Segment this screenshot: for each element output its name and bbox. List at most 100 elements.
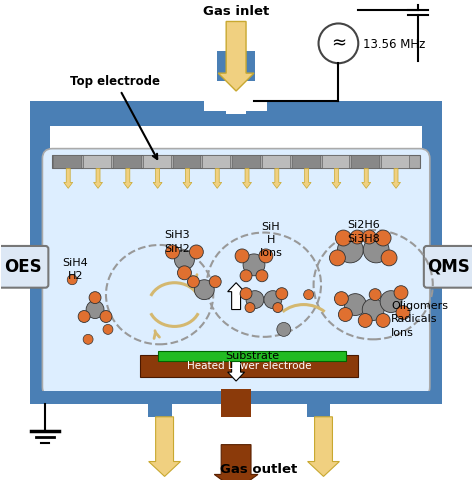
Bar [148,402,160,417]
Text: Gas outlet: Gas outlet [220,463,298,476]
Bar [292,155,319,169]
Circle shape [369,289,381,301]
Circle shape [362,230,376,244]
FancyArrow shape [153,169,162,188]
Circle shape [394,286,408,300]
Circle shape [187,276,200,288]
Circle shape [363,237,389,263]
Bar [30,111,50,404]
Bar [173,155,201,169]
Bar [50,126,422,389]
Circle shape [246,291,264,308]
Bar [319,402,330,417]
Bar [217,51,226,81]
Bar [267,101,442,114]
Circle shape [358,313,372,327]
Text: SiH4
H2: SiH4 H2 [62,258,88,281]
Circle shape [86,301,104,319]
Text: Si2H6
Si3H8: Si2H6 Si3H8 [347,220,380,244]
FancyArrow shape [302,169,311,188]
Text: QMS: QMS [427,258,470,276]
Circle shape [276,288,288,300]
Bar [381,155,409,169]
Bar [202,155,230,169]
Circle shape [240,270,252,281]
Bar [140,355,358,377]
Circle shape [362,299,384,321]
Text: Oligomers
Radicals
Ions: Oligomers Radicals Ions [391,301,448,338]
Circle shape [329,250,346,266]
FancyBboxPatch shape [42,148,430,397]
Circle shape [165,245,180,259]
Text: Substrate: Substrate [225,351,279,361]
Circle shape [245,303,255,312]
Circle shape [89,292,101,304]
Circle shape [235,249,249,263]
Bar [226,101,246,114]
Bar [30,111,442,126]
Text: SiH
H
Ions: SiH H Ions [259,222,283,258]
FancyArrow shape [243,169,252,188]
Circle shape [338,308,352,321]
Text: ≈: ≈ [331,34,346,53]
Bar [307,402,319,417]
FancyArrow shape [123,169,132,188]
Text: OES: OES [4,258,41,276]
Circle shape [350,230,364,244]
FancyArrow shape [213,169,222,188]
Bar [351,155,379,169]
Circle shape [336,230,351,246]
Circle shape [259,249,273,263]
Bar [246,51,255,81]
Circle shape [273,303,283,312]
FancyArrow shape [332,169,341,188]
FancyArrow shape [308,417,339,476]
Bar [30,391,442,404]
Text: 13.56 MHz: 13.56 MHz [363,38,426,51]
FancyArrow shape [149,417,181,476]
Bar [52,155,420,169]
Text: Top electrode: Top electrode [70,75,160,159]
FancyArrow shape [93,169,102,188]
FancyArrow shape [183,169,192,188]
Bar [158,351,346,361]
Circle shape [243,254,265,276]
FancyArrow shape [362,169,371,188]
Circle shape [83,335,93,344]
FancyArrow shape [273,169,281,188]
Circle shape [380,291,402,312]
Circle shape [174,250,194,270]
Circle shape [381,250,397,266]
Circle shape [337,237,363,263]
Bar [321,155,349,169]
Bar [262,155,290,169]
Circle shape [335,292,348,306]
Circle shape [240,288,252,300]
FancyBboxPatch shape [424,246,474,288]
Circle shape [304,290,314,300]
Circle shape [319,24,358,63]
Bar [30,101,204,114]
Circle shape [78,310,90,322]
Circle shape [256,270,268,281]
Bar [30,389,442,404]
Circle shape [277,322,291,336]
Circle shape [210,276,221,288]
Circle shape [67,275,77,285]
FancyArrow shape [392,169,401,188]
Text: Heated Lower electrode: Heated Lower electrode [187,361,311,371]
Circle shape [177,266,191,280]
Circle shape [190,245,203,259]
Bar [54,155,81,169]
Bar [221,389,251,417]
Bar [83,155,111,169]
Circle shape [264,291,282,308]
FancyArrow shape [64,169,73,188]
Bar [113,155,141,169]
FancyArrow shape [228,354,245,381]
Bar [160,402,172,417]
Bar [232,155,260,169]
Bar [143,155,171,169]
FancyArrow shape [228,283,245,309]
FancyArrow shape [218,22,254,91]
